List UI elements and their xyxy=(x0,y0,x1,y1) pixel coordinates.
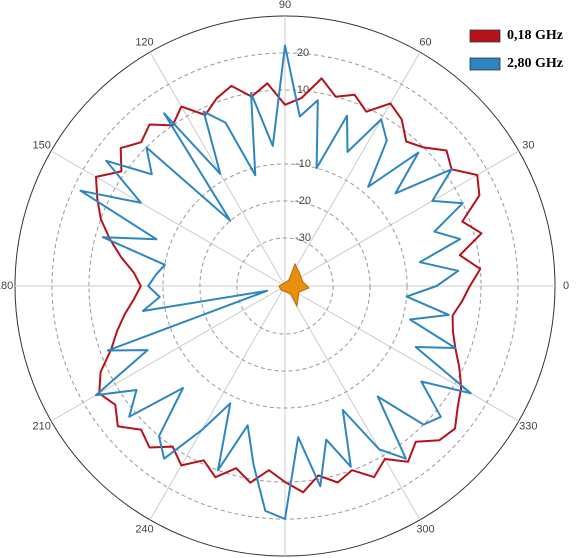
grid: 0306090120150180210240270300330-30-20-10… xyxy=(0,0,569,558)
r-tick-label: -20 xyxy=(295,195,311,207)
theta-tick-label: 90 xyxy=(279,0,291,11)
theta-tick-label: 60 xyxy=(419,37,431,49)
legend-swatch xyxy=(470,30,500,42)
antenna-icon xyxy=(279,264,309,306)
spoke xyxy=(285,286,519,421)
spoke xyxy=(285,286,420,520)
spoke xyxy=(51,151,285,286)
theta-tick-label: 120 xyxy=(135,37,153,49)
theta-tick-label: 240 xyxy=(135,523,153,535)
legend-label: 2,80 GHz xyxy=(507,56,563,71)
theta-tick-label: 150 xyxy=(32,139,50,151)
theta-tick-label: 330 xyxy=(519,420,537,432)
chart: 0306090120150180210240270300330-30-20-10… xyxy=(0,0,582,558)
theta-tick-label: 180 xyxy=(0,280,13,292)
legend-swatch xyxy=(470,58,500,70)
theta-tick-label: 300 xyxy=(416,523,434,535)
theta-tick-label: 0 xyxy=(563,280,569,292)
legend: 0,18 GHz 2,80 GHz xyxy=(470,28,563,71)
legend-label: 0,18 GHz xyxy=(507,28,563,43)
r-tick-label: 20 xyxy=(297,47,309,59)
theta-tick-label: 210 xyxy=(32,420,50,432)
r-tick-label: 10 xyxy=(297,84,309,96)
spoke xyxy=(285,151,519,286)
antenna-shape xyxy=(279,264,309,306)
r-tick-label: -10 xyxy=(295,158,311,170)
spoke xyxy=(150,286,285,520)
plot xyxy=(81,46,482,519)
theta-tick-label: 30 xyxy=(522,139,534,151)
r-tick-label: -30 xyxy=(295,232,311,244)
